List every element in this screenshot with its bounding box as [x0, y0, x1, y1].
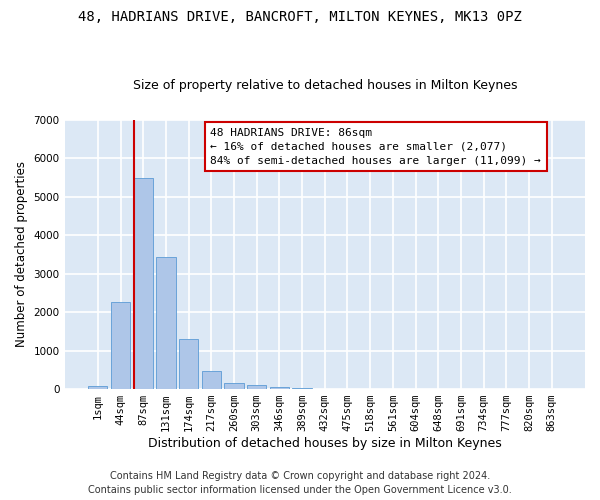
Text: 48, HADRIANS DRIVE, BANCROFT, MILTON KEYNES, MK13 0PZ: 48, HADRIANS DRIVE, BANCROFT, MILTON KEY… — [78, 10, 522, 24]
Text: 48 HADRIANS DRIVE: 86sqm
← 16% of detached houses are smaller (2,077)
84% of sem: 48 HADRIANS DRIVE: 86sqm ← 16% of detach… — [210, 128, 541, 166]
Title: Size of property relative to detached houses in Milton Keynes: Size of property relative to detached ho… — [133, 79, 517, 92]
Bar — [111, 302, 130, 389]
Y-axis label: Number of detached properties: Number of detached properties — [15, 162, 28, 348]
Bar — [292, 388, 312, 389]
Bar — [88, 386, 107, 389]
X-axis label: Distribution of detached houses by size in Milton Keynes: Distribution of detached houses by size … — [148, 437, 502, 450]
Bar — [202, 371, 221, 389]
Bar — [247, 386, 266, 389]
Text: Contains HM Land Registry data © Crown copyright and database right 2024.
Contai: Contains HM Land Registry data © Crown c… — [88, 471, 512, 495]
Bar — [179, 338, 198, 389]
Bar — [224, 383, 244, 389]
Bar — [134, 178, 153, 389]
Bar — [156, 256, 176, 389]
Bar — [270, 387, 289, 389]
